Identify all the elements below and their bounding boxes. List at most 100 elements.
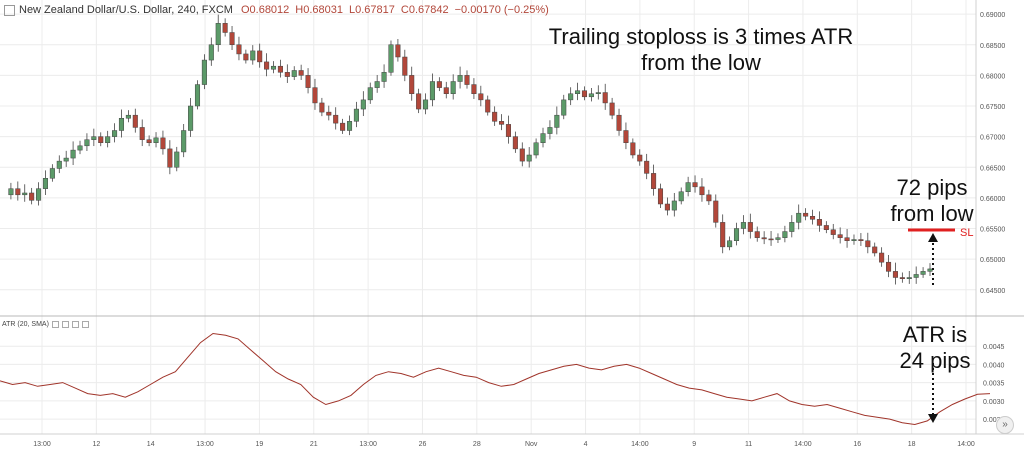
candle-body [671, 200, 677, 211]
candle-body [409, 75, 415, 94]
more-icon[interactable] [81, 321, 89, 328]
candle-body [264, 61, 270, 70]
candle-body [312, 87, 318, 104]
candle-body [678, 191, 684, 202]
atr-axis: 0.0045 0.0040 0.0035 0.0030 0.0025 [983, 344, 1005, 424]
candles-group [8, 14, 933, 285]
candle-body [519, 148, 525, 162]
candle-body [561, 99, 567, 116]
price-tick-label: 0.68000 [980, 73, 1005, 80]
candle-body [747, 222, 753, 232]
candle-body [782, 231, 788, 238]
trailing-annotation: Trailing stoploss is 3 times ATR from th… [516, 24, 886, 76]
candle-body [478, 93, 484, 101]
candle-body [588, 93, 594, 98]
candle-body [865, 240, 871, 248]
candle-body [844, 237, 850, 241]
price-tick-label: 0.69000 [980, 12, 1005, 19]
candle-body [837, 234, 843, 238]
candle-body [499, 121, 505, 125]
price-tick-label: 0.65000 [980, 257, 1005, 264]
candle-body [623, 130, 629, 143]
price-tick-label: 0.67000 [980, 135, 1005, 142]
candle-body [153, 137, 159, 144]
candle-body [927, 268, 933, 272]
candle-body [70, 149, 76, 159]
candle-body [803, 212, 809, 217]
candle-body [630, 142, 636, 156]
candle-body [733, 228, 740, 241]
candle-body [899, 277, 905, 279]
candle-body [685, 182, 691, 192]
eye-icon[interactable] [51, 321, 59, 328]
atr-title: ATR (20, SMA) [2, 321, 49, 328]
candle-body [257, 50, 263, 63]
candle-body [436, 81, 442, 88]
settings-icon[interactable] [61, 321, 69, 328]
candle-body [789, 222, 795, 232]
candle-body [872, 246, 878, 254]
candle-body [554, 114, 560, 128]
candle-body [429, 81, 435, 101]
price-tick-label: 0.64500 [980, 288, 1005, 295]
candle-body [892, 271, 898, 278]
candle-body [727, 240, 733, 248]
candle-body [42, 178, 48, 189]
candle-body [644, 160, 650, 174]
time-tick-label: 16 [853, 441, 861, 448]
candle-body [402, 56, 408, 76]
candle-body [568, 93, 574, 101]
candle-body [595, 92, 601, 95]
candle-body [602, 92, 608, 104]
atr-tick-label: 0.0030 [983, 399, 1005, 406]
candle-body [277, 65, 283, 73]
close-icon[interactable] [71, 321, 79, 328]
time-tick-label: 13:00 [359, 441, 377, 448]
low-value: L0.67817 [349, 4, 395, 16]
candle-body [298, 70, 304, 76]
candle-body [291, 70, 297, 77]
price-tick-label: 0.65500 [980, 227, 1005, 234]
candle-body [340, 122, 346, 131]
time-tick-label: 19 [256, 441, 264, 448]
high-value: H0.68031 [295, 4, 344, 16]
time-tick-label: 14:00 [794, 441, 812, 448]
candle-body [77, 145, 83, 151]
candle-body [761, 237, 767, 240]
price-axis: 0.69000 0.68500 0.68000 0.67500 0.67000 0.665… [980, 12, 1005, 295]
candle-body [15, 188, 21, 196]
candle-body [29, 192, 35, 201]
candle-body [768, 238, 774, 241]
candle-body [243, 53, 249, 61]
candle-body [540, 133, 546, 143]
candle-body [485, 99, 491, 113]
candle-body [188, 105, 194, 131]
open-value: O0.68012 [240, 4, 290, 16]
candle-body [913, 274, 919, 278]
pips-arrow-head [928, 233, 938, 242]
candle-body [886, 261, 892, 272]
stoploss-label: SL [960, 227, 973, 239]
scroll-right-button[interactable]: » [996, 416, 1014, 434]
candle-body [450, 81, 456, 94]
atr-ann-line-2: 24 pips [899, 348, 971, 373]
candle-body [346, 121, 353, 131]
symbol-title: New Zealand Dollar/U.S. Dollar, 240, FXC… [19, 4, 233, 16]
time-tick-label: 21 [310, 441, 318, 448]
candle-body [84, 139, 90, 147]
candle-body [464, 75, 470, 85]
time-tick-label: 13:00 [196, 441, 214, 448]
candle-body [333, 114, 339, 124]
candle-body [353, 108, 359, 122]
time-tick-label: 18 [908, 441, 916, 448]
candle-body [492, 111, 498, 122]
atr-line [0, 332, 991, 426]
candle-body [56, 160, 62, 169]
candle-body [284, 72, 290, 77]
candle-body [146, 139, 152, 143]
candle-body [167, 148, 173, 168]
candle-body [505, 124, 511, 137]
collapse-icon[interactable] [4, 4, 15, 16]
candle-body [423, 99, 429, 110]
candle-body [526, 154, 532, 162]
